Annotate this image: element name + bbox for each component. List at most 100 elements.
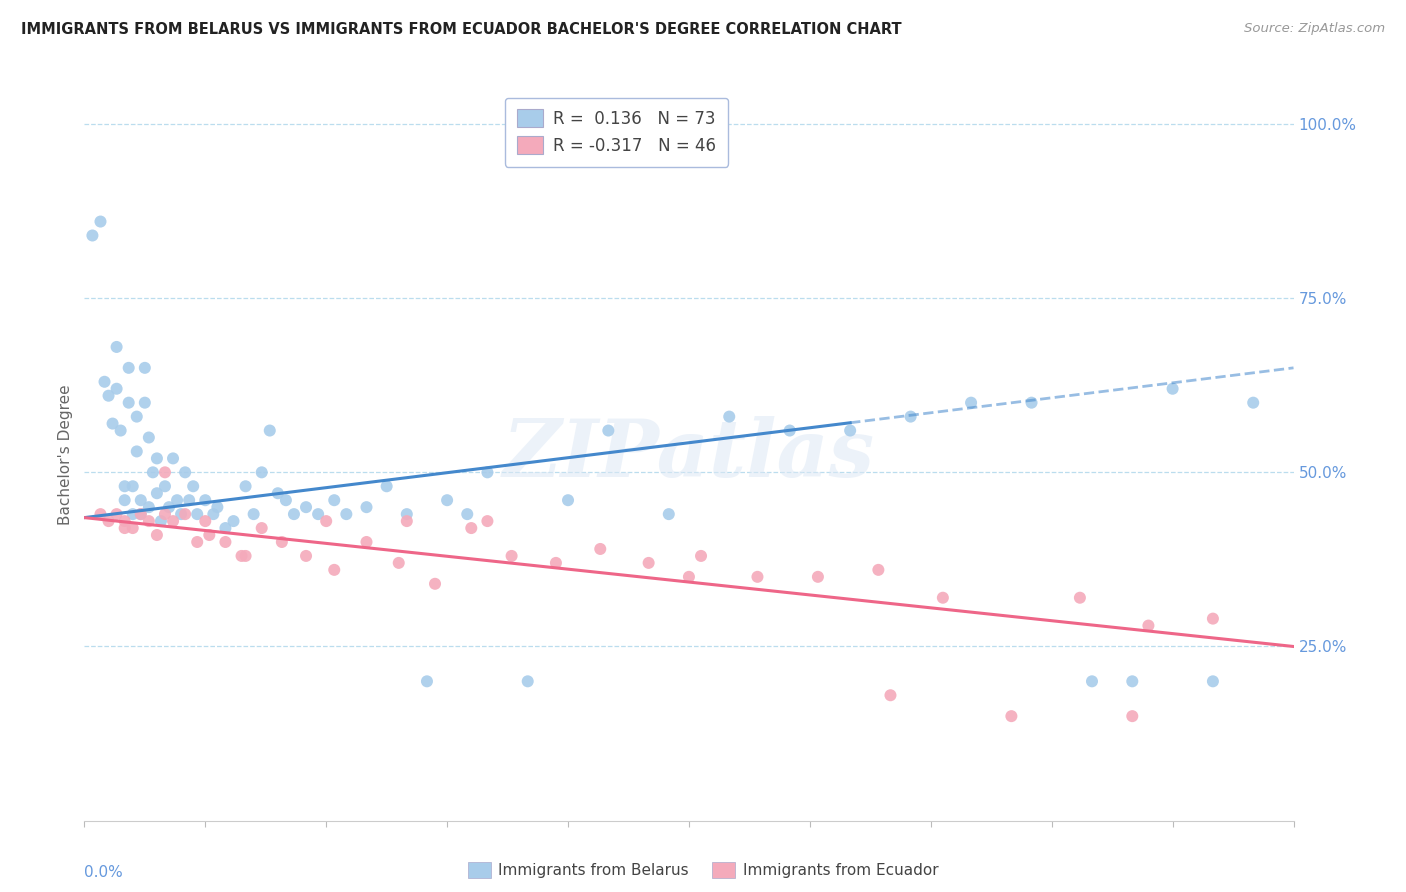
Text: ZIPatlas: ZIPatlas: [503, 417, 875, 493]
Point: [335, 507, 357, 521]
Point: [259, 424, 281, 438]
Point: [436, 493, 458, 508]
Point: [1000, 709, 1022, 723]
Point: [146, 528, 169, 542]
Legend: Immigrants from Belarus, Immigrants from Ecuador: Immigrants from Belarus, Immigrants from…: [461, 856, 945, 884]
Point: [589, 541, 612, 556]
Point: [1241, 395, 1264, 409]
Point: [138, 514, 160, 528]
Point: [1202, 674, 1225, 689]
Point: [222, 514, 245, 528]
Point: [501, 549, 523, 563]
Point: [114, 521, 136, 535]
Point: [93, 375, 115, 389]
Point: [307, 507, 329, 521]
Point: [1081, 674, 1104, 689]
Point: [250, 466, 273, 480]
Point: [134, 395, 156, 409]
Point: [194, 493, 217, 508]
Point: [157, 500, 180, 515]
Point: [598, 424, 620, 438]
Point: [149, 514, 172, 528]
Point: [153, 507, 176, 521]
Point: [879, 688, 901, 702]
Point: [456, 507, 478, 521]
Point: [315, 514, 337, 528]
Point: [960, 395, 983, 409]
Point: [1161, 382, 1184, 396]
Point: [153, 466, 176, 480]
Point: [89, 214, 111, 228]
Point: [179, 493, 201, 508]
Point: [146, 486, 169, 500]
Point: [134, 360, 156, 375]
Point: [138, 430, 160, 444]
Point: [516, 674, 538, 689]
Point: [557, 493, 579, 508]
Point: [166, 493, 188, 508]
Point: [718, 409, 741, 424]
Point: [460, 521, 482, 535]
Point: [1021, 395, 1043, 409]
Point: [839, 424, 862, 438]
Text: Source: ZipAtlas.com: Source: ZipAtlas.com: [1244, 22, 1385, 36]
Point: [295, 500, 318, 515]
Point: [121, 479, 143, 493]
Point: [89, 507, 111, 521]
Point: [186, 535, 208, 549]
Point: [105, 382, 128, 396]
Point: [174, 507, 197, 521]
Point: [283, 507, 305, 521]
Y-axis label: Bachelor's Degree: Bachelor's Degree: [58, 384, 73, 525]
Point: [181, 479, 204, 493]
Point: [416, 674, 439, 689]
Point: [114, 514, 136, 528]
Point: [270, 535, 292, 549]
Point: [207, 500, 229, 515]
Point: [105, 507, 128, 521]
Point: [235, 479, 257, 493]
Point: [170, 507, 193, 521]
Point: [1121, 709, 1143, 723]
Point: [114, 493, 136, 508]
Point: [202, 507, 225, 521]
Point: [162, 514, 184, 528]
Point: [678, 570, 700, 584]
Point: [142, 466, 165, 480]
Point: [375, 479, 398, 493]
Point: [295, 549, 318, 563]
Point: [214, 521, 236, 535]
Point: [747, 570, 769, 584]
Point: [356, 500, 378, 515]
Point: [242, 507, 264, 521]
Point: [779, 424, 801, 438]
Point: [658, 507, 681, 521]
Point: [868, 563, 890, 577]
Point: [395, 514, 418, 528]
Point: [114, 479, 136, 493]
Point: [900, 409, 922, 424]
Point: [129, 493, 152, 508]
Point: [162, 451, 184, 466]
Point: [690, 549, 713, 563]
Point: [1069, 591, 1091, 605]
Point: [388, 556, 411, 570]
Point: [129, 507, 152, 521]
Point: [477, 514, 499, 528]
Point: [118, 395, 141, 409]
Point: [395, 507, 418, 521]
Text: 0.0%: 0.0%: [84, 864, 124, 880]
Point: [97, 514, 120, 528]
Point: [323, 493, 346, 508]
Point: [267, 486, 290, 500]
Point: [231, 549, 253, 563]
Point: [97, 389, 120, 403]
Point: [110, 424, 132, 438]
Point: [105, 340, 128, 354]
Point: [174, 466, 197, 480]
Point: [121, 507, 143, 521]
Text: IMMIGRANTS FROM BELARUS VS IMMIGRANTS FROM ECUADOR BACHELOR'S DEGREE CORRELATION: IMMIGRANTS FROM BELARUS VS IMMIGRANTS FR…: [21, 22, 901, 37]
Point: [356, 535, 378, 549]
Point: [82, 228, 104, 243]
Point: [129, 507, 152, 521]
